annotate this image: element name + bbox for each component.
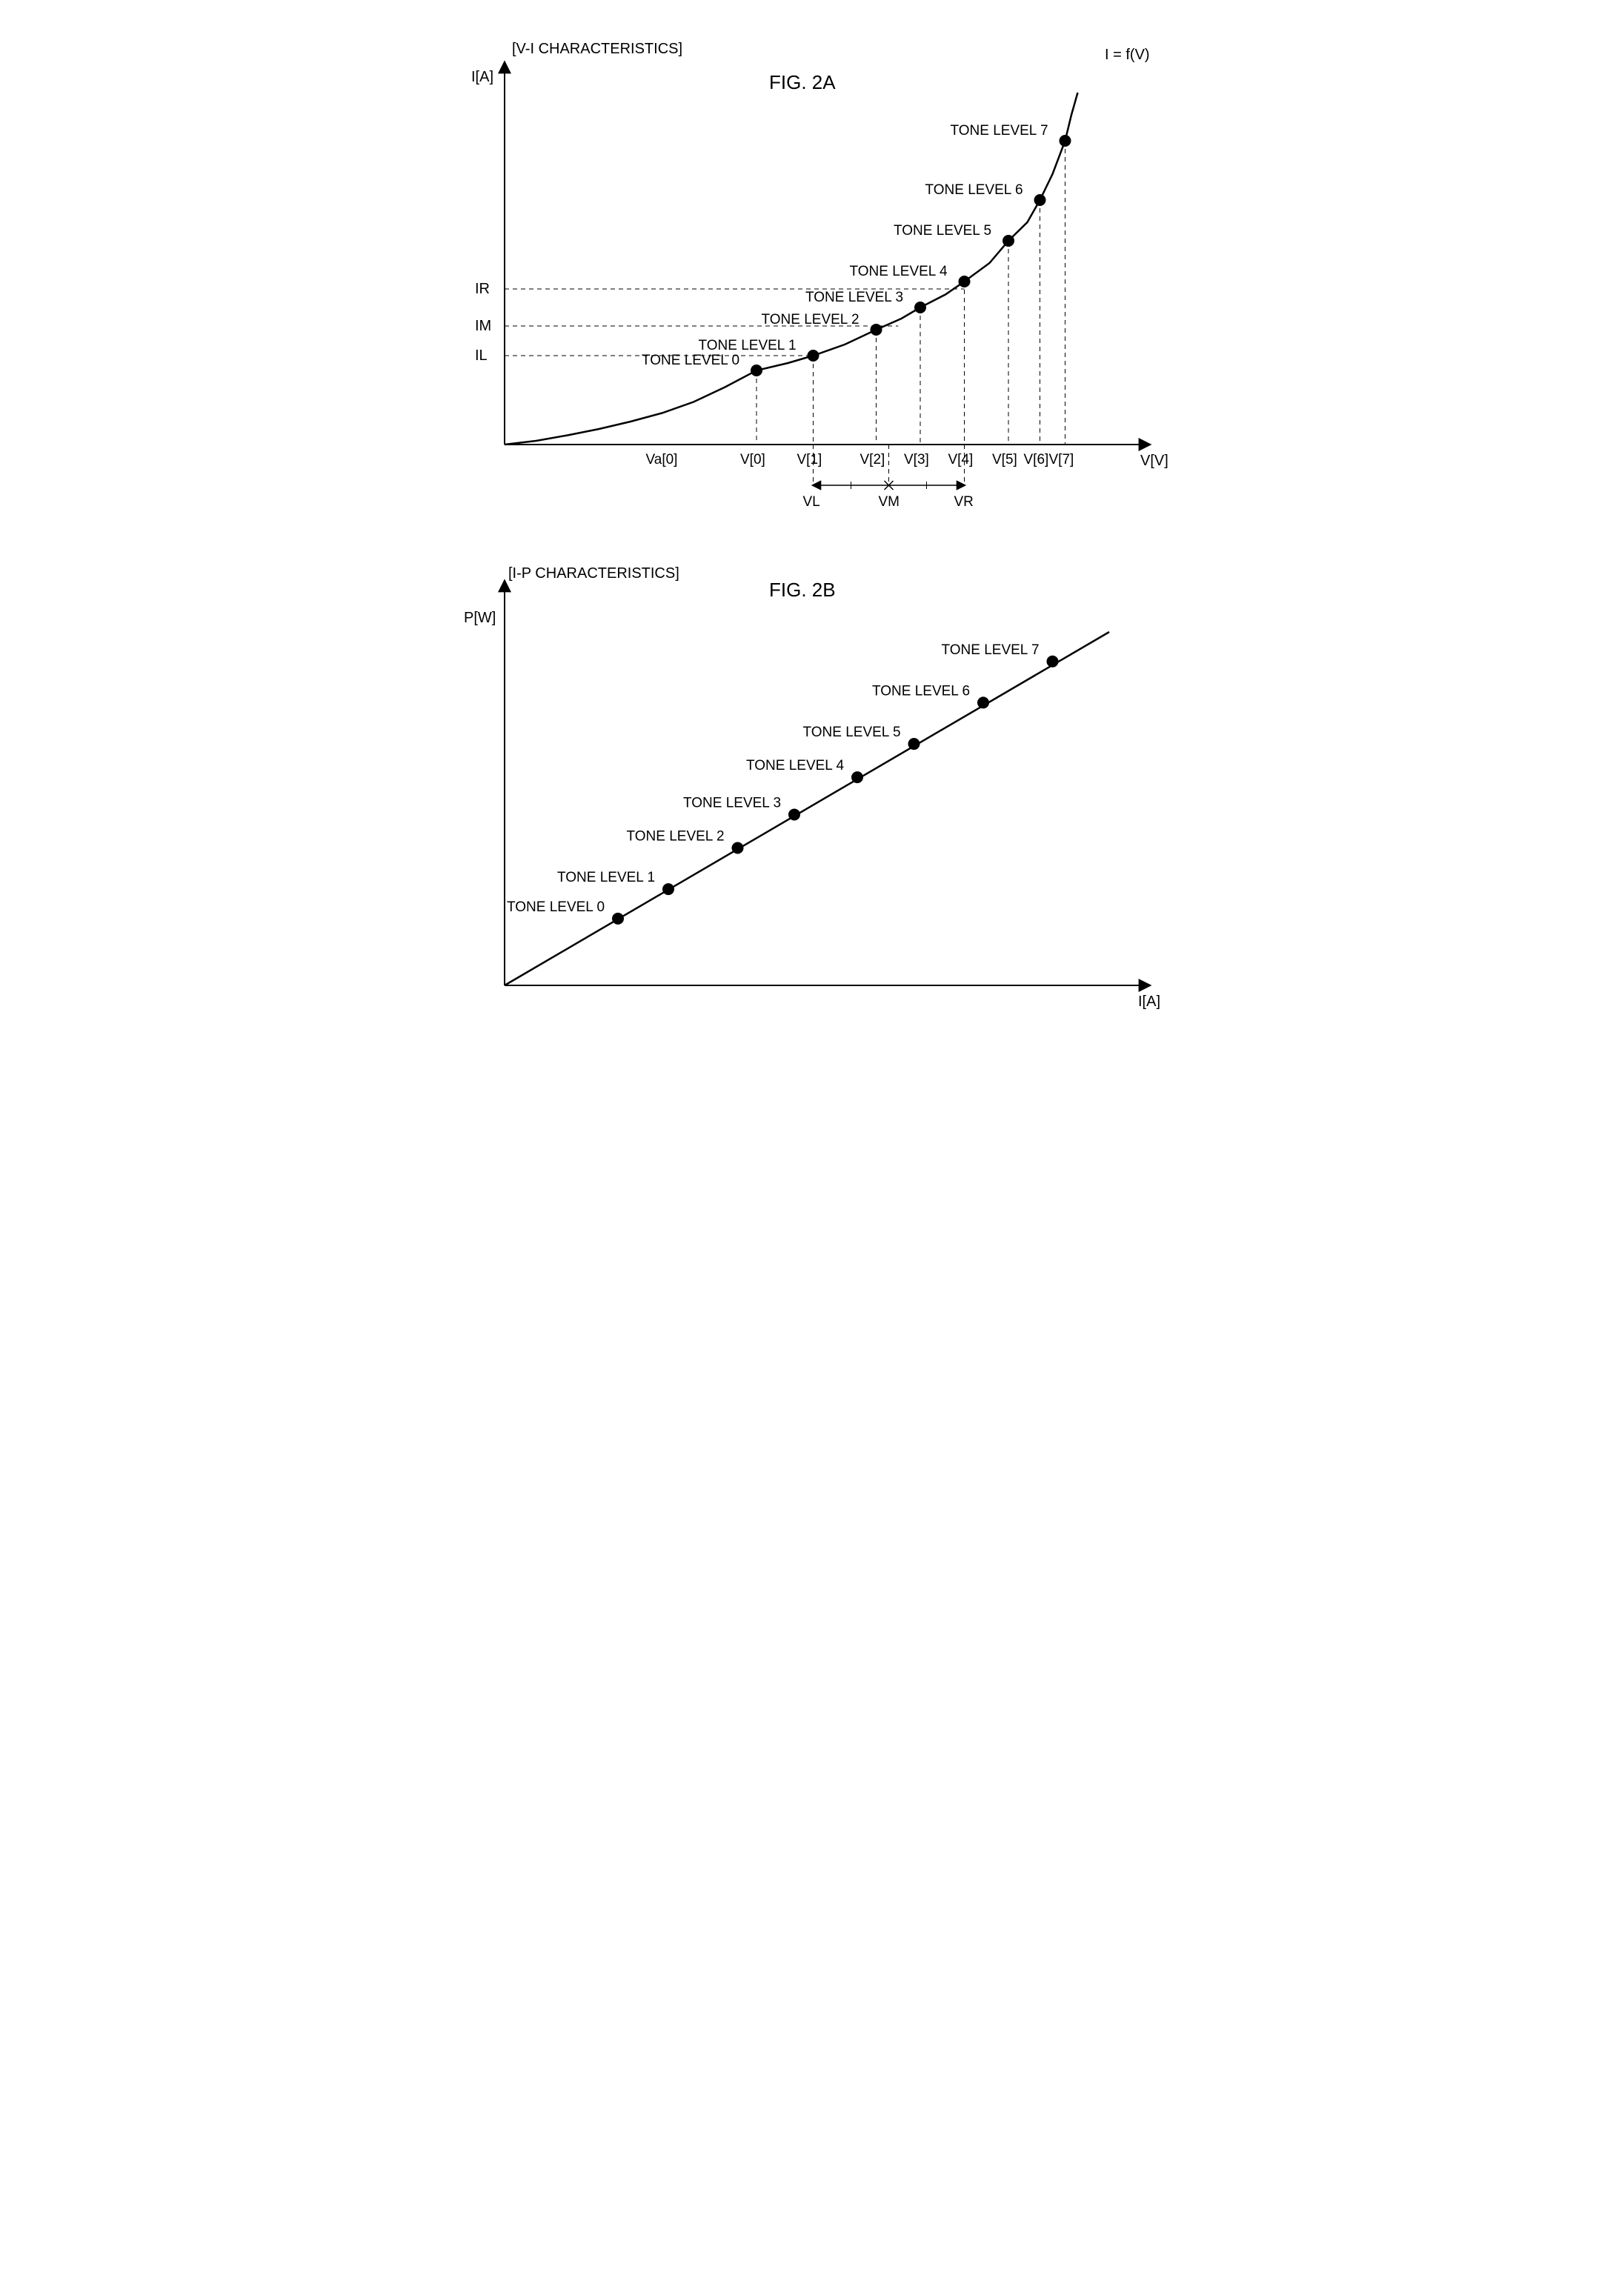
y-axis-label-b: P[W] bbox=[464, 610, 496, 626]
data-point bbox=[612, 913, 624, 925]
x-tick-label: V[1] bbox=[797, 452, 822, 467]
point-label: TONE LEVEL 0 bbox=[507, 899, 605, 915]
point-label: TONE LEVEL 4 bbox=[849, 264, 947, 279]
x-tick-label: Va[0] bbox=[645, 452, 677, 467]
point-label: TONE LEVEL 6 bbox=[925, 182, 1023, 198]
curve-b bbox=[505, 632, 1109, 985]
x-tick-label: V[4] bbox=[948, 452, 973, 467]
x-axis-label-a: V[V] bbox=[1140, 453, 1168, 469]
y-axis-label-a: I[A] bbox=[471, 69, 493, 85]
y-tick-label: IL bbox=[475, 347, 488, 364]
data-point bbox=[788, 808, 800, 820]
x-tick-label: V[5] bbox=[992, 452, 1017, 467]
title-b: FIG. 2B bbox=[769, 579, 836, 601]
point-label: TONE LEVEL 2 bbox=[761, 312, 859, 327]
point-label: TONE LEVEL 4 bbox=[746, 758, 844, 773]
point-label: TONE LEVEL 7 bbox=[950, 123, 1048, 139]
subtitle-a: [V-I CHARACTERISTICS] bbox=[512, 41, 682, 57]
point-label: TONE LEVEL 5 bbox=[802, 725, 900, 740]
range-label: VM bbox=[878, 494, 900, 510]
point-label: TONE LEVEL 6 bbox=[872, 683, 970, 699]
title-a: FIG. 2A bbox=[769, 71, 836, 93]
data-point bbox=[851, 771, 863, 783]
range-label: VL bbox=[802, 494, 819, 510]
x-tick-label: V[2] bbox=[859, 452, 885, 467]
data-point bbox=[1046, 656, 1058, 668]
y-tick-label: IR bbox=[475, 281, 490, 297]
chart-b: [I-P CHARACTERISTICS] FIG. 2B P[W] I[A] TONE… bbox=[438, 563, 1179, 1045]
point-label: TONE LEVEL 1 bbox=[698, 338, 796, 353]
curve-label-a: I = f(V) bbox=[1105, 47, 1150, 63]
curve-a bbox=[505, 93, 1078, 445]
data-point bbox=[1059, 135, 1071, 147]
x-axis-label-b: I[A] bbox=[1138, 994, 1160, 1010]
data-point bbox=[807, 350, 819, 362]
x-tick-label: V[7] bbox=[1048, 452, 1074, 467]
data-point bbox=[958, 276, 970, 287]
range-label: VR bbox=[954, 494, 973, 510]
subtitle-b: [I-P CHARACTERISTICS] bbox=[508, 565, 679, 582]
x-tick-label: V[3] bbox=[904, 452, 929, 467]
data-point bbox=[914, 302, 926, 313]
point-label: TONE LEVEL 5 bbox=[894, 223, 991, 239]
data-point bbox=[751, 365, 762, 376]
point-label: TONE LEVEL 7 bbox=[941, 642, 1039, 658]
y-tick-label: IM bbox=[475, 318, 491, 334]
data-point bbox=[977, 696, 989, 708]
point-label: TONE LEVEL 3 bbox=[805, 290, 903, 305]
data-point bbox=[662, 883, 674, 895]
data-point bbox=[1002, 235, 1014, 247]
x-tick-label: V[6] bbox=[1023, 452, 1048, 467]
point-label: TONE LEVEL 0 bbox=[642, 353, 739, 368]
data-point bbox=[1034, 194, 1045, 206]
x-tick-label: V[0] bbox=[740, 452, 765, 467]
data-point bbox=[870, 324, 882, 336]
point-label: TONE LEVEL 3 bbox=[683, 795, 781, 811]
point-label: TONE LEVEL 2 bbox=[626, 829, 724, 845]
data-point bbox=[731, 842, 743, 854]
data-point bbox=[908, 738, 920, 750]
point-label: TONE LEVEL 1 bbox=[557, 870, 655, 885]
chart-a: [V-I CHARACTERISTICS] FIG. 2A I[A] V[V] I = … bbox=[438, 30, 1179, 563]
page: [V-I CHARACTERISTICS] FIG. 2A I[A] V[V] I = … bbox=[438, 30, 1179, 1045]
